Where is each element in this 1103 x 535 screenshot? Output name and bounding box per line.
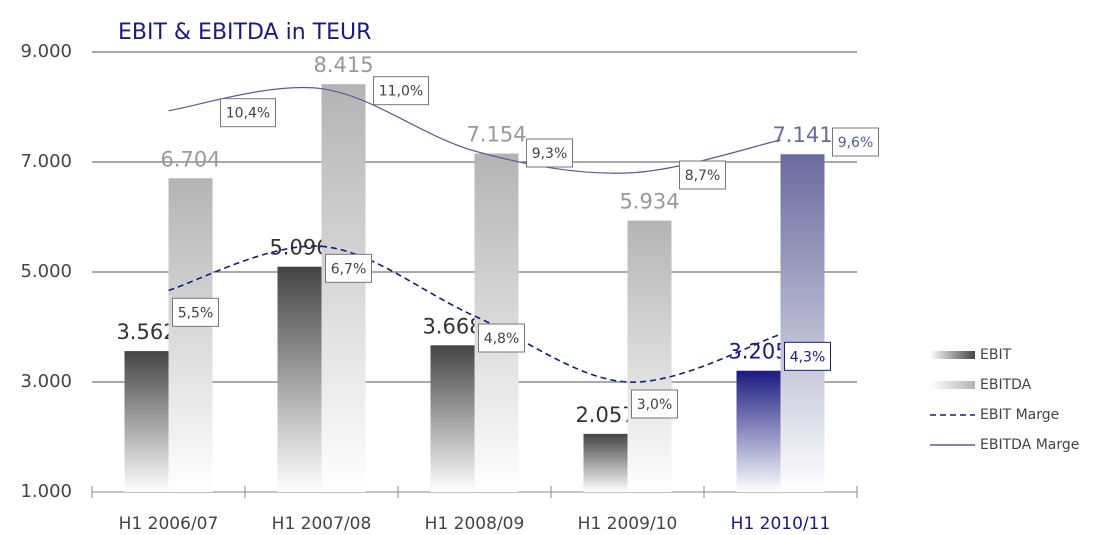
x-tick-label: H1 2008/09: [425, 514, 525, 534]
bar-value-label: 5.096: [269, 236, 329, 260]
x-tick-label: H1 2006/07: [119, 514, 219, 534]
margin-line: [168, 87, 781, 174]
bar: [474, 153, 519, 492]
y-tick-label: 7.000: [20, 151, 72, 172]
margin-line: [168, 245, 781, 383]
bar: [321, 84, 366, 493]
bar: [627, 220, 672, 492]
margin-label: 9,6%: [838, 135, 874, 151]
bar-value-label: 7.141: [772, 123, 832, 147]
margin-label-box: [373, 76, 429, 106]
bar: [583, 433, 628, 492]
bar-value-label: 3.562: [116, 320, 176, 344]
margin-label-box: [784, 341, 831, 371]
margin-label: 10,4%: [226, 106, 270, 122]
x-tick-label: H1 2009/10: [578, 514, 678, 534]
margin-label: 3,0%: [637, 397, 673, 413]
margin-label-box: [679, 160, 726, 190]
margin-label-box: [220, 98, 276, 128]
legend-label: EBIT Marge: [980, 407, 1059, 423]
bar-value-label: 7.154: [466, 123, 526, 147]
margin-label-box: [631, 389, 678, 419]
legend-label: EBITDA Marge: [980, 437, 1079, 453]
bar-value-label: 6.704: [160, 147, 220, 171]
margin-label: 5,5%: [178, 305, 214, 321]
margin-label-box: [526, 138, 573, 168]
margin-label: 11,0%: [379, 84, 423, 100]
bar: [124, 351, 169, 492]
margin-label-box: [478, 323, 525, 353]
bar: [430, 345, 475, 492]
bar: [780, 154, 825, 492]
legend-swatch: [930, 351, 975, 359]
bar-value-label: 5.934: [619, 190, 679, 214]
bar-value-label: 8.415: [313, 53, 373, 77]
margin-label: 4,8%: [484, 331, 520, 347]
margin-label: 9,3%: [532, 146, 568, 162]
margin-label: 8,7%: [685, 168, 721, 184]
margin-label: 6,7%: [331, 261, 367, 277]
bar: [168, 178, 213, 492]
legend-label: EBIT: [980, 347, 1012, 363]
bar: [277, 266, 322, 492]
margin-label-box: [325, 253, 372, 283]
bar: [736, 370, 781, 492]
legend-label: EBITDA: [980, 377, 1032, 393]
x-tick-label: H1 2010/11: [731, 514, 831, 534]
bar-value-label: 2.057: [575, 403, 635, 427]
bar-value-label: 3.668: [422, 314, 482, 338]
y-tick-label: 3.000: [20, 371, 72, 392]
chart-title: EBIT & EBITDA in TEUR: [118, 20, 371, 45]
margin-label-box: [172, 297, 219, 327]
y-tick-label: 5.000: [20, 261, 72, 282]
margin-label: 4,3%: [790, 349, 826, 365]
x-tick-label: H1 2007/08: [272, 514, 372, 534]
margin-label-box: [832, 127, 879, 157]
y-tick-label: 1.000: [20, 481, 72, 502]
y-tick-label: 9.000: [20, 41, 72, 62]
legend-swatch: [930, 381, 975, 389]
